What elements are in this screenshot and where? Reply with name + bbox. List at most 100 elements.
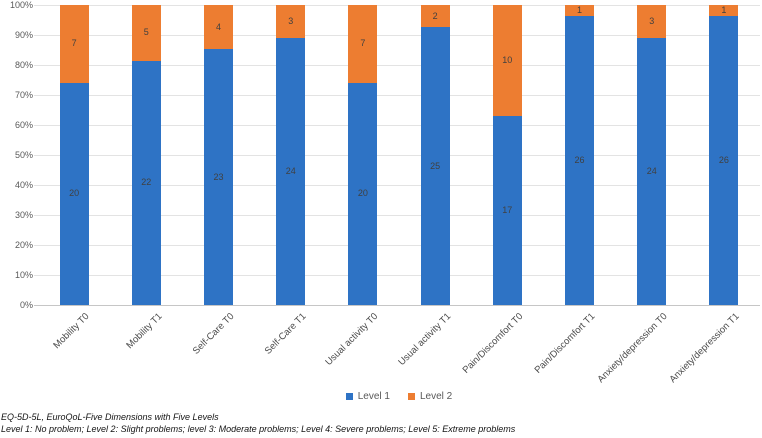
gridline xyxy=(34,124,760,126)
legend-swatch-icon xyxy=(408,393,415,400)
legend-item-level-1: Level 1 xyxy=(345,391,390,402)
footnote-level-definitions: Level 1: No problem; Level 2: Slight pro… xyxy=(1,423,516,434)
data-label: 22 xyxy=(141,177,152,188)
legend-label: Level 1 xyxy=(357,391,390,402)
y-tick-label: 0% xyxy=(19,300,33,310)
gridline xyxy=(34,34,760,36)
bar-segment-level-2: 4 xyxy=(204,5,233,50)
x-axis-label: Usual activity T1 xyxy=(395,311,453,368)
x-axis-label: Self-Care T0 xyxy=(190,311,237,357)
x-axis-label: Pain/Discomfort T1 xyxy=(532,311,598,376)
data-label: 20 xyxy=(357,188,368,199)
bar-segment-level-2: 3 xyxy=(276,5,306,39)
chart-legend: Level 1 Level 2 xyxy=(38,391,760,402)
bar-segment-level-2: 3 xyxy=(637,5,667,39)
bar-slot: 26 1 xyxy=(543,5,615,305)
data-label: 1 xyxy=(721,5,727,16)
bar-segment-level-1: 24 xyxy=(637,38,667,305)
gridline xyxy=(34,214,760,216)
bar-segment-level-2: 1 xyxy=(709,5,739,17)
y-tick-label: 80% xyxy=(14,60,33,70)
stacked-bar: 22 5 xyxy=(131,5,161,305)
x-axis-label: Anxiety/depression T1 xyxy=(667,311,742,386)
data-label: 3 xyxy=(649,16,655,27)
bar-segment-level-1: 26 xyxy=(565,16,595,305)
y-tick-label: 50% xyxy=(14,150,33,160)
bar-segment-level-1: 20 xyxy=(348,82,378,305)
bar-slot: 25 2 xyxy=(399,5,471,305)
bar-segment-level-2: 2 xyxy=(420,5,450,28)
data-label: 23 xyxy=(213,171,224,182)
stacked-bar: 20 7 xyxy=(59,5,89,305)
bar-slot: 23 4 xyxy=(182,5,254,305)
y-tick-label: 10% xyxy=(14,270,33,280)
bar-segment-level-1: 17 xyxy=(492,116,522,305)
gridline xyxy=(34,184,760,186)
y-tick-label: 20% xyxy=(14,240,33,250)
bar-segment-level-2: 7 xyxy=(348,5,378,83)
bar-slot: 17 10 xyxy=(471,5,543,305)
data-label: 26 xyxy=(718,155,729,166)
x-axis-label: Mobility T1 xyxy=(123,311,165,352)
data-label: 7 xyxy=(360,38,366,49)
bar-segment-level-1: 20 xyxy=(59,82,89,305)
y-tick-label: 30% xyxy=(14,210,33,220)
bar-segment-level-2: 7 xyxy=(59,5,89,83)
legend-swatch-icon xyxy=(345,393,353,400)
gridline xyxy=(34,64,760,66)
footnote-abbreviation: EQ-5D-5L, EuroQoL-Five Dimensions with F… xyxy=(1,412,219,422)
gridline xyxy=(34,274,760,276)
stacked-bar: 26 1 xyxy=(565,5,595,305)
stacked-bar: 25 2 xyxy=(420,5,450,305)
gridline xyxy=(34,94,760,96)
data-label: 26 xyxy=(574,155,585,166)
data-label: 20 xyxy=(69,188,80,199)
x-axis-line xyxy=(34,304,760,306)
stacked-bar: 24 3 xyxy=(637,5,667,305)
y-tick-label: 100% xyxy=(9,0,33,10)
gridline xyxy=(34,244,760,246)
legend-item-level-2: Level 2 xyxy=(408,391,452,402)
data-label: 5 xyxy=(143,27,149,38)
data-label: 4 xyxy=(215,21,221,32)
data-label: 25 xyxy=(430,160,441,171)
data-label: 10 xyxy=(502,55,513,66)
bar-slot: 20 7 xyxy=(327,5,399,305)
stacked-bar: 17 10 xyxy=(492,5,522,305)
data-label: 1 xyxy=(577,5,583,16)
stacked-bar: 20 7 xyxy=(348,5,378,305)
y-tick-label: 40% xyxy=(14,180,33,190)
data-label: 3 xyxy=(288,16,294,27)
x-axis-label: Usual activity T0 xyxy=(323,311,381,368)
data-label: 7 xyxy=(71,38,77,49)
bar-segment-level-1: 25 xyxy=(420,27,450,305)
data-label: 24 xyxy=(285,166,296,177)
plot-area: 20 7 22 5 23 4 24 3 20 7 25 2 17 10 26 1 24 3 26 1 xyxy=(34,4,760,306)
y-tick-label: 70% xyxy=(14,90,33,100)
bar-segment-level-1: 26 xyxy=(709,16,739,305)
bar-segment-level-1: 24 xyxy=(276,38,306,305)
x-axis-label: Pain/Discomfort T0 xyxy=(460,311,526,376)
bar-slot: 24 3 xyxy=(255,5,327,305)
x-axis-label: Mobility T0 xyxy=(51,311,92,352)
stacked-bar: 23 4 xyxy=(204,5,233,305)
x-axis-label: Anxiety/depression T0 xyxy=(595,311,670,386)
y-tick-label: 90% xyxy=(14,30,33,40)
y-tick-label: 60% xyxy=(14,120,33,130)
bar-slot: 26 1 xyxy=(688,5,760,305)
data-label: 17 xyxy=(502,205,513,216)
figure-footnotes: EQ-5D-5L, EuroQoL-Five Dimensions with F… xyxy=(1,412,515,435)
gridline xyxy=(34,154,760,156)
bar-segment-level-1: 23 xyxy=(204,49,233,305)
stacked-bar: 26 1 xyxy=(709,5,739,305)
bar-slot: 20 7 xyxy=(38,5,110,305)
data-label: 2 xyxy=(432,10,438,21)
bar-segment-level-2: 5 xyxy=(131,5,161,61)
x-axis-label: Self-Care T1 xyxy=(262,311,309,357)
legend-label: Level 2 xyxy=(420,391,453,402)
bar-segment-level-2: 1 xyxy=(565,5,595,17)
bar-segment-level-2: 10 xyxy=(492,5,522,117)
bars-container: 20 7 22 5 23 4 24 3 20 7 25 2 17 10 26 1 24 3 26 1 xyxy=(38,5,760,305)
bar-slot: 22 5 xyxy=(110,5,182,305)
